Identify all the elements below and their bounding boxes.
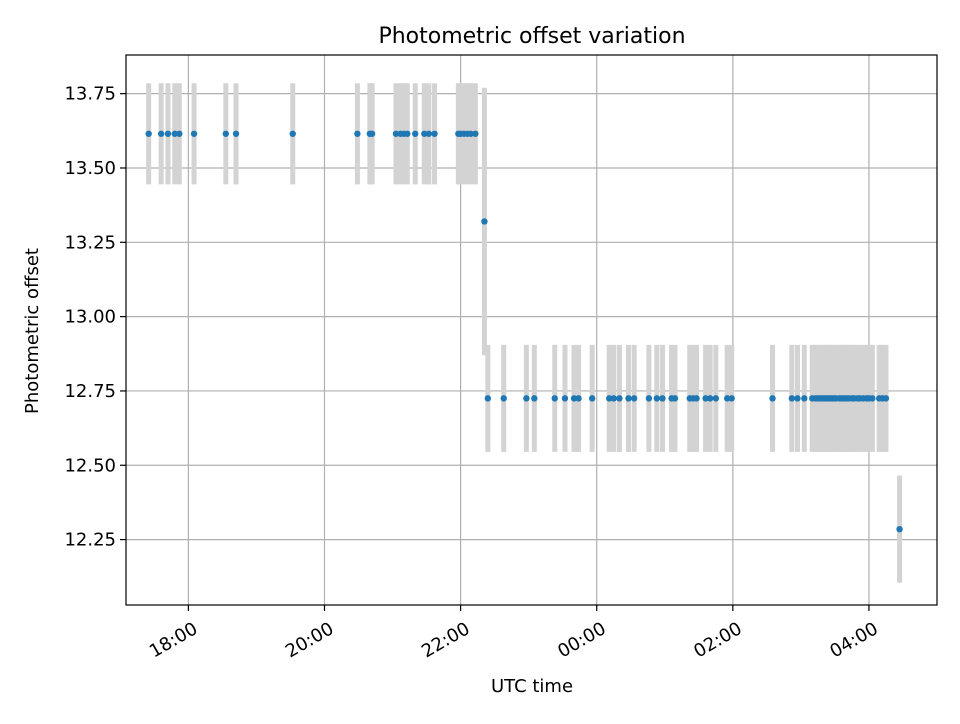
data-point: [523, 395, 530, 402]
data-point: [561, 395, 569, 402]
plot-area-frame: [125, 54, 938, 606]
data-point: [425, 130, 433, 137]
data-point: [232, 130, 240, 137]
x-axis-label: UTC time: [491, 676, 573, 697]
data-point: [531, 395, 538, 402]
data-point: [354, 130, 361, 137]
data-point: [222, 130, 230, 137]
data-point: [472, 130, 479, 137]
data-point: [404, 130, 411, 137]
data-point: [157, 130, 165, 137]
data-point: [659, 395, 666, 402]
data-point: [392, 130, 400, 137]
y-tick-label: 13.75: [64, 84, 116, 105]
data-point: [481, 218, 488, 225]
data-point: [605, 395, 613, 402]
data-point: [588, 395, 596, 402]
y-axis-label: Photometric offset: [22, 248, 43, 414]
data-point: [616, 395, 623, 402]
data-point: [630, 395, 638, 402]
data-point: [467, 130, 475, 137]
data-point: [869, 395, 876, 402]
data-point: [551, 395, 558, 402]
data-point: [164, 130, 172, 137]
data-point: [484, 395, 492, 402]
y-tick-label: 12.75: [64, 381, 116, 402]
data-point: [570, 395, 578, 402]
data-point: [801, 395, 808, 402]
data-point: [368, 130, 376, 137]
data-point: [190, 130, 198, 137]
data-point: [702, 395, 709, 402]
y-tick-label: 13.00: [64, 307, 116, 328]
data-point: [145, 130, 152, 137]
data-point: [788, 395, 796, 402]
data-point: [625, 395, 632, 402]
y-tick-label: 12.50: [64, 455, 116, 476]
data-point: [769, 395, 776, 402]
data-point: [896, 525, 903, 533]
data-point: [671, 395, 679, 402]
data-point: [794, 395, 801, 402]
chart-title: Photometric offset variation: [378, 24, 685, 49]
data-point: [421, 130, 428, 137]
data-point: [645, 395, 653, 402]
marker-layer: [145, 130, 903, 533]
data-point: [500, 395, 507, 402]
y-tick-label: 12.25: [64, 530, 116, 551]
data-point: [412, 130, 419, 137]
data-point: [706, 395, 714, 402]
data-point: [610, 395, 617, 402]
data-point: [653, 395, 661, 402]
data-point: [723, 395, 731, 402]
data-point: [289, 130, 296, 137]
data-point: [882, 395, 890, 402]
data-point: [728, 395, 735, 402]
y-axis-ticks: 12.25 12.50 12.75 13.00 13.25 13.50 13.75: [64, 84, 126, 551]
data-point: [693, 395, 700, 402]
y-tick-label: 13.25: [64, 232, 116, 253]
y-tick-label: 13.50: [64, 158, 116, 179]
data-point: [712, 395, 720, 402]
data-point: [575, 395, 582, 402]
data-point: [171, 130, 178, 137]
data-point: [176, 130, 183, 137]
data-point: [431, 130, 438, 137]
